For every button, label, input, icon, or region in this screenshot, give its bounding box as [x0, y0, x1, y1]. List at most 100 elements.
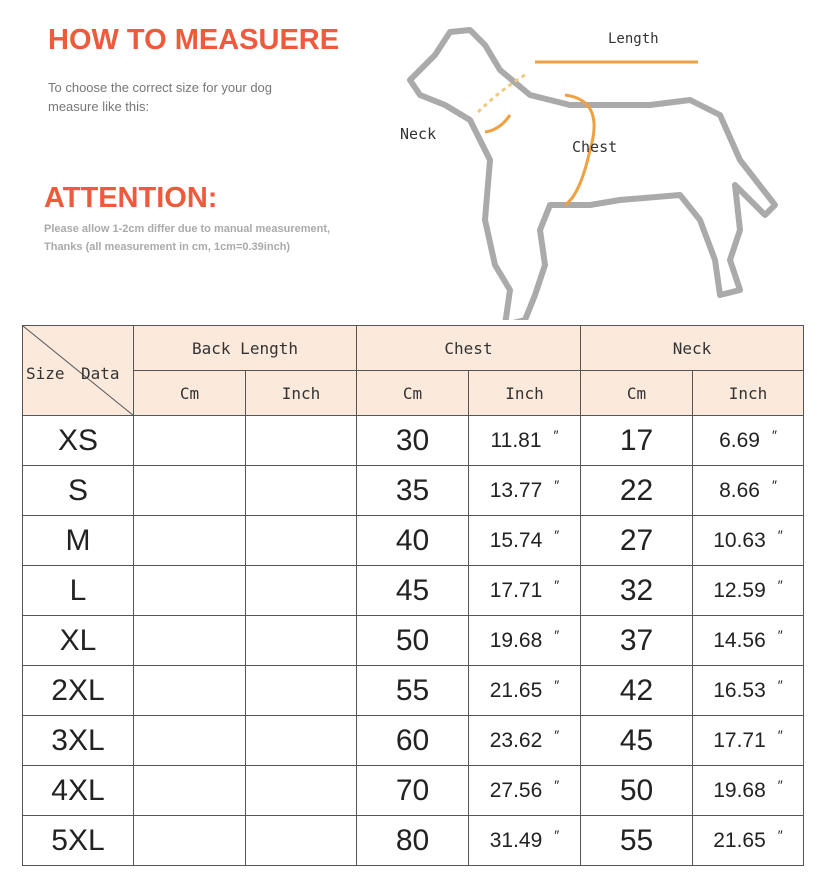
group-header: Chest — [356, 325, 581, 371]
chest-cm: 55 — [356, 665, 469, 716]
inch-value: 13.77 — [489, 478, 543, 502]
inch-mark: ″ — [777, 626, 783, 643]
neck-cm: 22 — [580, 465, 693, 516]
size-cell: XL — [22, 615, 134, 666]
empty-cell — [245, 515, 357, 566]
chest-cm: 35 — [356, 465, 469, 516]
chest-cm: 45 — [356, 565, 469, 616]
chest-inch: 21.65 ″ — [468, 665, 581, 716]
unit-header: Inch — [692, 370, 804, 416]
neck-inch: 12.59 ″ — [692, 565, 804, 616]
inch-value: 27.56 — [489, 778, 543, 802]
empty-cell — [245, 465, 357, 516]
neck-cm: 45 — [580, 715, 693, 766]
neck-inch: 19.68 ″ — [692, 765, 804, 816]
attention-note: Please allow 1-2cm differ due to manual … — [44, 223, 331, 235]
empty-cell — [245, 815, 357, 866]
empty-cell — [245, 765, 357, 816]
empty-cell — [133, 515, 246, 566]
neck-inch: 10.63 ″ — [692, 515, 804, 566]
attention-note: Thanks (all measurement in cm, 1cm=0.39i… — [44, 241, 291, 253]
empty-cell — [133, 665, 246, 716]
inch-value: 10.63 — [713, 528, 766, 552]
inch-value: 19.68 — [489, 628, 543, 652]
neck-cm: 50 — [580, 765, 693, 816]
size-table: Size Data Back Length Chest Neck Cm Inch Cm Inch… — [22, 325, 804, 866]
size-cell: M — [22, 515, 134, 566]
inch-value: 17.71 — [713, 728, 766, 752]
corner-label: Size — [26, 364, 65, 383]
inch-mark: ″ — [771, 426, 777, 443]
group-header: Back Length — [133, 325, 357, 371]
neck-label: Neck — [400, 125, 437, 143]
chest-inch: 15.74 ″ — [468, 515, 581, 566]
size-cell: 5XL — [22, 815, 134, 866]
inch-value: 19.68 — [713, 778, 766, 802]
empty-cell — [245, 665, 357, 716]
chest-cm: 60 — [356, 715, 469, 766]
chest-inch: 27.56 ″ — [468, 765, 581, 816]
inch-value: 31.49 — [489, 828, 543, 852]
corner-cell: Size Data — [22, 325, 134, 416]
chest-inch: 31.49 ″ — [468, 815, 581, 866]
inch-value: 16.53 — [713, 678, 766, 702]
inch-mark: ″ — [553, 426, 559, 443]
inch-mark: ″ — [554, 476, 560, 493]
inch-value: 11.81 — [490, 428, 542, 452]
neck-inch: 8.66 ″ — [692, 465, 804, 516]
chest-label: Chest — [572, 138, 617, 156]
neck-inch: 16.53 ″ — [692, 665, 804, 716]
size-cell: L — [22, 565, 134, 616]
unit-header: Cm — [580, 370, 693, 416]
size-cell: XS — [22, 415, 134, 466]
empty-cell — [245, 615, 357, 666]
group-header: Neck — [580, 325, 804, 371]
chest-inch: 23.62 ″ — [468, 715, 581, 766]
inch-mark: ″ — [554, 576, 560, 593]
subtitle: measure like this: — [48, 99, 150, 114]
neck-cm: 27 — [580, 515, 693, 566]
inch-mark: ″ — [777, 676, 783, 693]
size-cell: S — [22, 465, 134, 516]
dog-diagram: Length Chest — [407, 27, 778, 320]
inch-mark: ″ — [771, 476, 777, 493]
empty-cell — [245, 715, 357, 766]
chest-inch: 13.77 ″ — [468, 465, 581, 516]
inch-value: 21.65 — [713, 828, 766, 852]
diagonal — [23, 326, 134, 416]
size-cell: 2XL — [22, 665, 134, 716]
inch-value: 6.69 — [719, 428, 760, 452]
inch-value: 15.74 — [489, 528, 543, 552]
empty-cell — [245, 415, 357, 466]
neck-inch: 21.65 ″ — [692, 815, 804, 866]
inch-mark: ″ — [777, 726, 783, 743]
subtitle: To choose the correct size for your dog — [48, 80, 273, 95]
inch-value: 17.71 — [489, 578, 543, 602]
inch-value: 21.65 — [489, 678, 543, 702]
empty-cell — [245, 565, 357, 616]
chest-cm: 50 — [356, 615, 469, 666]
inch-value: 23.62 — [489, 728, 543, 752]
inch-mark: ″ — [554, 776, 560, 793]
inch-mark: ″ — [777, 526, 783, 543]
chest-inch: 19.68 ″ — [468, 615, 581, 666]
chest-cm: 70 — [356, 765, 469, 816]
chest-inch: 17.71 ″ — [468, 565, 581, 616]
inch-mark: ″ — [554, 726, 560, 743]
empty-cell — [133, 715, 246, 766]
attention-title: ATTENTION: — [44, 182, 218, 214]
chest-cm: 40 — [356, 515, 469, 566]
empty-cell — [133, 415, 246, 466]
empty-cell — [133, 615, 246, 666]
empty-cell — [133, 765, 246, 816]
neck-cm: 32 — [580, 565, 693, 616]
inch-mark: ″ — [777, 826, 783, 843]
unit-header: Cm — [133, 370, 246, 416]
chest-cm: 80 — [356, 815, 469, 866]
unit-header: Inch — [245, 370, 357, 416]
inch-mark: ″ — [777, 576, 783, 593]
inch-mark: ″ — [777, 776, 783, 793]
inch-mark: ″ — [554, 826, 560, 843]
neck-inch: 6.69 ″ — [692, 415, 804, 466]
